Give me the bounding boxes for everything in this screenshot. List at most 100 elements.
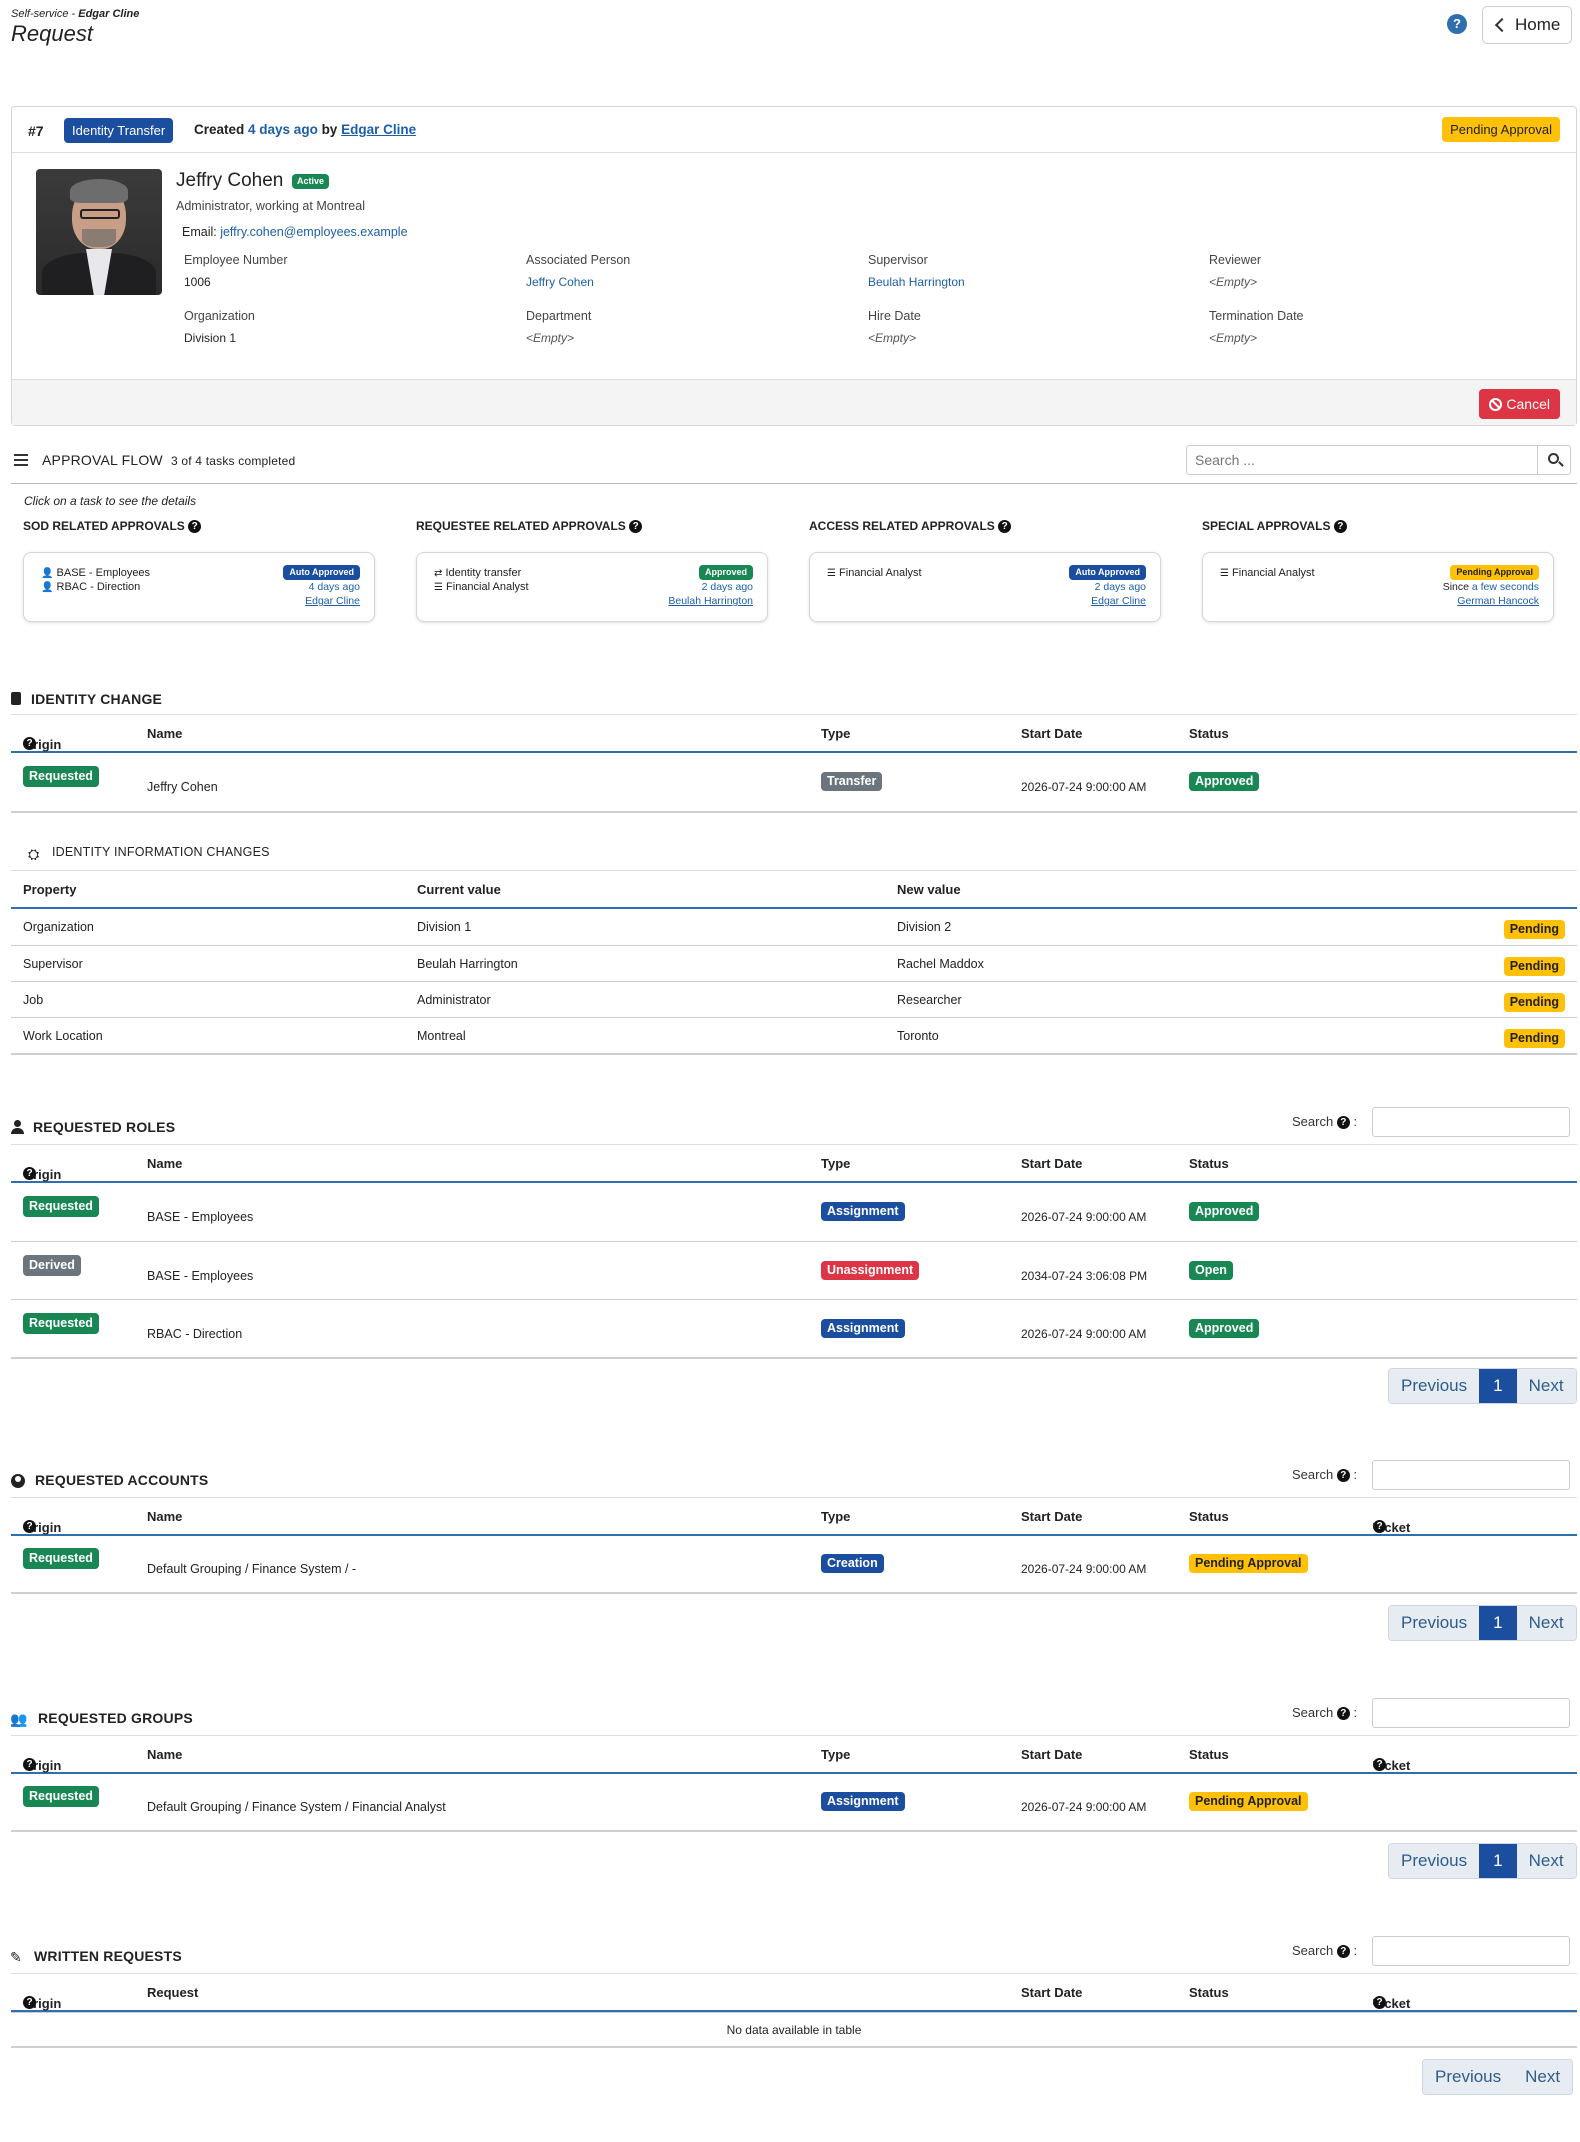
approval-when: 2 days ago: [1095, 581, 1146, 593]
question-icon[interactable]: ?: [1336, 1707, 1350, 1721]
approval-task-card[interactable]: transfer-icon⇄ Identity transfer layers-i…: [416, 552, 768, 622]
cancel-button[interactable]: Cancel: [1479, 389, 1560, 419]
question-icon[interactable]: ?: [1336, 1945, 1350, 1959]
approval-search-input[interactable]: [1186, 445, 1538, 475]
question-icon[interactable]: ?: [23, 737, 36, 750]
origin-badge: Requested: [23, 1196, 99, 1217]
table-row[interactable]: Derived BASE - Employees Unassignment 20…: [11, 1241, 1577, 1299]
roles-search-input[interactable]: [1372, 1107, 1570, 1137]
question-icon[interactable]: ?: [23, 1758, 36, 1771]
field-label: Hire Date: [868, 309, 921, 323]
question-icon[interactable]: ?: [1336, 1469, 1350, 1483]
table-row[interactable]: Requested Default Grouping / Finance Sys…: [11, 1536, 1577, 1592]
approval-task-card[interactable]: layers-icon☰ Financial Analyst Pending A…: [1202, 552, 1554, 622]
question-icon[interactable]: ?: [23, 1520, 36, 1533]
approval-when-value: 2 days ago: [1094, 581, 1146, 593]
status-badge: Pending: [1503, 920, 1565, 939]
table-row[interactable]: Requested Jeffry Cohen Transfer 2026-07-…: [11, 753, 1577, 811]
next-button[interactable]: Next: [1513, 2060, 1573, 2094]
binoculars-icon: ⛭: [28, 846, 40, 862]
table-header: Origin ? Name Type Start Date Status Tic…: [11, 1498, 1577, 1536]
approver-link[interactable]: Beulah Harrington: [668, 595, 753, 607]
approval-task-item-label: Financial Analyst: [446, 581, 529, 593]
search-icon: [1548, 453, 1559, 464]
field-label: Reviewer: [1209, 253, 1262, 267]
written-table: Origin ? Request Start Date Status Ticke…: [11, 1973, 1577, 2048]
written-search-input[interactable]: [1372, 1936, 1570, 1966]
accounts-search-input[interactable]: [1372, 1460, 1570, 1490]
field-value: <Empty>: [526, 331, 575, 345]
page-1-button[interactable]: 1: [1479, 1606, 1517, 1640]
question-icon[interactable]: ?: [23, 1167, 36, 1180]
field-value: Division 1: [184, 331, 237, 345]
approval-task-card[interactable]: user-icon👤 BASE - Employees user-icon👤 RB…: [23, 552, 375, 622]
question-icon[interactable]: ?: [1373, 1520, 1386, 1533]
info-changes-title: IDENTITY INFORMATION CHANGES: [52, 845, 270, 859]
col-type: Type: [821, 1156, 851, 1171]
table-row[interactable]: Requested Default Grouping / Finance Sys…: [11, 1774, 1577, 1830]
previous-button[interactable]: Previous: [1389, 1369, 1480, 1403]
page-1-button[interactable]: 1: [1479, 1369, 1517, 1403]
question-icon[interactable]: ?: [1333, 520, 1347, 534]
roles-search-label: Search ? :: [1292, 1114, 1358, 1130]
row-name: Jeffry Cohen: [147, 780, 218, 794]
current-value: Montreal: [417, 1029, 466, 1043]
approval-when-value: a few seconds: [1471, 581, 1539, 593]
property-name: Job: [23, 993, 44, 1007]
field-value-link[interactable]: Beulah Harrington: [868, 275, 965, 289]
groups-search-input[interactable]: [1372, 1698, 1570, 1728]
origin-badge: Requested: [23, 1786, 99, 1807]
approval-when-value: 4 days ago: [308, 581, 360, 593]
approver-link[interactable]: German Hancock: [1457, 595, 1539, 607]
previous-button[interactable]: Previous: [1423, 2060, 1514, 2094]
approval-task-item: transfer-icon⇄ Identity transfer: [434, 567, 522, 579]
approval-task-item-label: Identity transfer: [445, 567, 522, 579]
question-icon[interactable]: ?: [188, 520, 202, 534]
question-icon[interactable]: ?: [1373, 1758, 1386, 1771]
table-row: Supervisor Beulah Harrington Rachel Madd…: [11, 945, 1577, 981]
col-type: Type: [821, 726, 851, 741]
page-1-button[interactable]: 1: [1479, 1844, 1517, 1878]
user-icon: [11, 1120, 24, 1134]
question-icon[interactable]: ?: [1373, 1996, 1386, 2009]
row-name: BASE - Employees: [147, 1269, 254, 1283]
next-button[interactable]: Next: [1516, 1369, 1576, 1403]
status-badge: Pending: [1503, 957, 1565, 976]
table-header: Origin ? Name Type Start Date Status Tic…: [11, 1736, 1577, 1774]
approval-task-meta: Approved 2 days ago Beulah Harrington: [668, 565, 753, 608]
table-row: Organization Division 1 Division 2 Pendi…: [11, 909, 1577, 945]
created-by-link[interactable]: Edgar Cline: [341, 122, 417, 137]
question-icon[interactable]: ?: [998, 520, 1012, 534]
table-row[interactable]: Requested RBAC - Direction Assignment 20…: [11, 1299, 1577, 1357]
row-name: Default Grouping / Finance System / Fina…: [147, 1800, 446, 1814]
question-icon[interactable]: ?: [629, 520, 643, 534]
search-button[interactable]: [1537, 445, 1571, 475]
next-button[interactable]: Next: [1516, 1844, 1576, 1878]
created-prefix: Created: [194, 122, 249, 137]
field-value-link[interactable]: Jeffry Cohen: [526, 275, 594, 289]
next-button[interactable]: Next: [1516, 1606, 1576, 1640]
table-row[interactable]: Requested BASE - Employees Assignment 20…: [11, 1183, 1577, 1241]
request-type-badge: Identity Transfer: [64, 118, 174, 143]
previous-button[interactable]: Previous: [1389, 1844, 1480, 1878]
question-icon[interactable]: ?: [23, 1996, 36, 2009]
approval-task-card[interactable]: layers-icon☰ Financial Analyst Auto Appr…: [809, 552, 1161, 622]
info-changes-table: Property Current value New value Organiz…: [11, 870, 1577, 1055]
help-icon[interactable]: ?: [1447, 14, 1467, 34]
list-icon: [14, 454, 28, 466]
row-name: BASE - Employees: [147, 1210, 254, 1224]
accounts-table: Origin ? Name Type Start Date Status Tic…: [11, 1497, 1577, 1594]
email-link[interactable]: jeffry.cohen@employees.example: [220, 225, 408, 239]
previous-button[interactable]: Previous: [1389, 1606, 1480, 1640]
groups-search-text: Search: [1292, 1705, 1334, 1720]
approval-flow-title: APPROVAL FLOW 3 of 4 tasks completed: [42, 452, 295, 468]
ban-icon: [1489, 398, 1503, 411]
col-status: Status: [1189, 1509, 1229, 1524]
question-icon[interactable]: ?: [1336, 1116, 1350, 1130]
approver-link[interactable]: Edgar Cline: [305, 595, 360, 607]
field-label: Employee Number: [184, 253, 288, 267]
home-button[interactable]: Home: [1482, 6, 1572, 44]
approval-task-item-label: Financial Analyst: [1232, 567, 1315, 579]
table-header: Origin ? Name Type Start Date Status: [11, 1145, 1577, 1183]
approver-link[interactable]: Edgar Cline: [1091, 595, 1146, 607]
